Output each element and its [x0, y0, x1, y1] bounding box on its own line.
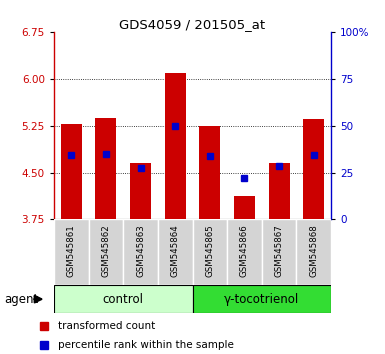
Text: control: control — [103, 293, 144, 306]
Text: GSM545863: GSM545863 — [136, 225, 145, 278]
Text: GSM545867: GSM545867 — [275, 225, 284, 278]
Bar — [123, 219, 158, 285]
Text: agent: agent — [4, 293, 38, 306]
Bar — [303, 119, 324, 219]
Bar — [165, 73, 186, 219]
Bar — [54, 219, 89, 285]
Text: transformed count: transformed count — [59, 321, 156, 331]
Text: γ-tocotrienol: γ-tocotrienol — [224, 293, 300, 306]
Bar — [192, 285, 331, 313]
Bar — [234, 196, 255, 219]
Text: percentile rank within the sample: percentile rank within the sample — [59, 341, 234, 350]
Bar — [54, 285, 192, 313]
Text: GSM545866: GSM545866 — [240, 225, 249, 278]
Bar — [262, 219, 296, 285]
Text: GSM545861: GSM545861 — [67, 225, 76, 278]
Text: GSM545862: GSM545862 — [101, 225, 110, 278]
Title: GDS4059 / 201505_at: GDS4059 / 201505_at — [119, 18, 266, 31]
Bar — [192, 219, 227, 285]
Text: GSM545868: GSM545868 — [309, 225, 318, 278]
Bar — [158, 219, 192, 285]
Bar — [89, 219, 123, 285]
Bar — [130, 163, 151, 219]
Bar — [269, 163, 290, 219]
Bar — [199, 126, 220, 219]
Bar — [95, 118, 116, 219]
Bar — [296, 219, 331, 285]
Text: GSM545864: GSM545864 — [171, 225, 180, 278]
Text: GSM545865: GSM545865 — [205, 225, 214, 278]
Bar — [61, 124, 82, 219]
Bar — [227, 219, 262, 285]
